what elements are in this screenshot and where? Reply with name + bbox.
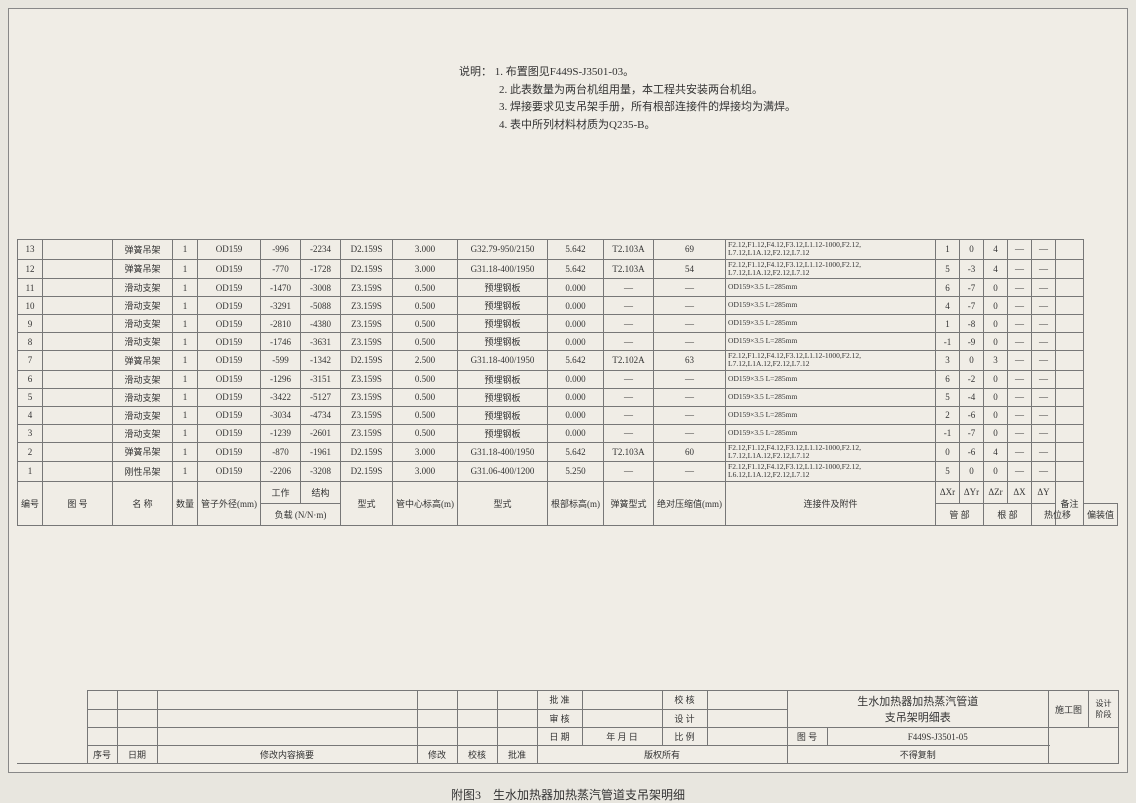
h-type: 型式 xyxy=(341,481,393,525)
table-row: 5滑动支架1OD159-3422-5127Z3.159S0.500预埋钢板0.0… xyxy=(18,388,1118,406)
figure-caption: 附图3 生水加热器加热蒸汽管道支吊架明细 xyxy=(0,786,1136,803)
tb-jieduan: 设计阶段 xyxy=(1089,691,1119,728)
h-offset: 偏装值 xyxy=(1084,503,1118,525)
h-comp: 绝对压缩值(mm) xyxy=(654,481,726,525)
h-struct: 结构 xyxy=(301,481,341,503)
h-dx: ΔX xyxy=(1008,481,1032,503)
h-dy: ΔY xyxy=(1032,481,1056,503)
table-row: 9滑动支架1OD159-2810-4380Z3.159S0.500预埋钢板0.0… xyxy=(18,315,1118,333)
tb-banquan: 版权所有 xyxy=(537,746,787,764)
h-dyr: ΔYr xyxy=(960,481,984,503)
tb-fuzhui: 不得复制 xyxy=(787,746,1049,764)
note-1: 1. 布置图见F449S-J3501-03。 xyxy=(495,66,634,78)
table-row: 11滑动支架1OD159-1470-3008Z3.159S0.500预埋钢板0.… xyxy=(18,279,1118,297)
tb-xiugai: 修改 xyxy=(417,746,457,764)
h-rooth: 根部标高(m) xyxy=(548,481,604,525)
tb-shigong: 施工图 xyxy=(1049,691,1089,728)
tb-tuhaoval: F449S-J3501-05 xyxy=(827,728,1049,746)
table-row: 4滑动支架1OD159-3034-4734Z3.159S0.500预埋钢板0.0… xyxy=(18,406,1118,424)
tb-jiaohe2: 校核 xyxy=(457,746,497,764)
h-od: 管子外径(mm) xyxy=(198,481,261,525)
table-row: 6滑动支架1OD159-1296-3151Z3.159S0.500预埋钢板0.0… xyxy=(18,370,1118,388)
notes-block: 说明： 1. 布置图见F449S-J3501-03。 2. 此表数量为两台机组用… xyxy=(459,64,796,134)
tb-jiaohe: 校 核 xyxy=(662,691,707,710)
h-pipeh: 管中心标高(m) xyxy=(393,481,458,525)
h-work: 工作 xyxy=(261,481,301,503)
table-row: 1刚性吊架1OD159-2206-3208D2.159S3.000G31.06-… xyxy=(18,462,1118,482)
notes-prefix: 说明： xyxy=(459,66,492,78)
h-tuhao: 图 号 xyxy=(43,481,113,525)
note-4: 4. 表中所列材料材质为Q235-B。 xyxy=(499,119,655,131)
h-pipesec: 管 部 xyxy=(936,503,984,525)
table-row: 12弹簧吊架1OD159-770-1728D2.159S3.000G31.18-… xyxy=(18,259,1118,279)
h-dxr: ΔXr xyxy=(936,481,960,503)
h-load: 负载 (N/N·m) xyxy=(261,503,341,525)
tb-tuhao: 图 号 xyxy=(787,728,827,746)
h-conn: 连接件及附件 xyxy=(726,481,936,525)
h-qty: 数量 xyxy=(173,481,198,525)
note-2: 2. 此表数量为两台机组用量，本工程共安装两台机组。 xyxy=(499,84,763,96)
h-roottype: 型式 xyxy=(458,481,548,525)
tb-shenhe: 审 核 xyxy=(537,709,582,728)
table-row: 8滑动支架1OD159-1746-3631Z3.159S0.500预埋钢板0.0… xyxy=(18,333,1118,351)
table-row: 13弹簧吊架1OD159-996-2234D2.159S3.000G32.79-… xyxy=(18,240,1118,260)
table-row: 3滑动支架1OD159-1239-2601Z3.159S0.500预埋钢板0.0… xyxy=(18,424,1118,442)
note-3: 3. 焊接要求见支吊架手册，所有根部连接件的焊接均为满焊。 xyxy=(499,101,796,113)
tb-nyry: 年 月 日 xyxy=(582,728,662,746)
h-bianhao: 编号 xyxy=(18,481,43,525)
table-row: 10滑动支架1OD159-3291-5088Z3.159S0.500预埋钢板0.… xyxy=(18,297,1118,315)
drawing-sheet: 说明： 1. 布置图见F449S-J3501-03。 2. 此表数量为两台机组用… xyxy=(8,8,1128,773)
table-row: 7弹簧吊架1OD159-599-1342D2.159S2.500G31.18-4… xyxy=(18,351,1118,371)
table-row: 2弹簧吊架1OD159-870-1961D2.159S3.000G31.18-4… xyxy=(18,442,1118,462)
tb-sheji: 设 计 xyxy=(662,709,707,728)
tb-title: 生水加热器加热蒸汽管道 支吊架明细表 xyxy=(787,691,1049,728)
tb-bili: 比 例 xyxy=(662,728,707,746)
tb-riqi2: 日期 xyxy=(117,746,157,764)
tb-pizhun2: 批准 xyxy=(497,746,537,764)
tb-riqi: 日 期 xyxy=(537,728,582,746)
h-rootsec: 根 部 xyxy=(984,503,1032,525)
header-row-1: 编号 图 号 名 称 数量 管子外径(mm) 工作 结构 型式 管中心标高(m)… xyxy=(18,481,1118,503)
main-table: 13弹簧吊架1OD159-996-2234D2.159S3.000G32.79-… xyxy=(17,239,1118,526)
tb-xiugainr: 修改内容摘要 xyxy=(157,746,417,764)
h-name: 名 称 xyxy=(113,481,173,525)
tb-xuhao: 序号 xyxy=(87,746,117,764)
title-block: 批 准 校 核 生水加热器加热蒸汽管道 支吊架明细表 施工图 设计阶段 审 核 … xyxy=(17,690,1119,764)
tb-pizhun: 批 准 xyxy=(537,691,582,710)
h-dzr: ΔZr xyxy=(984,481,1008,503)
h-spring: 弹簧型式 xyxy=(604,481,654,525)
